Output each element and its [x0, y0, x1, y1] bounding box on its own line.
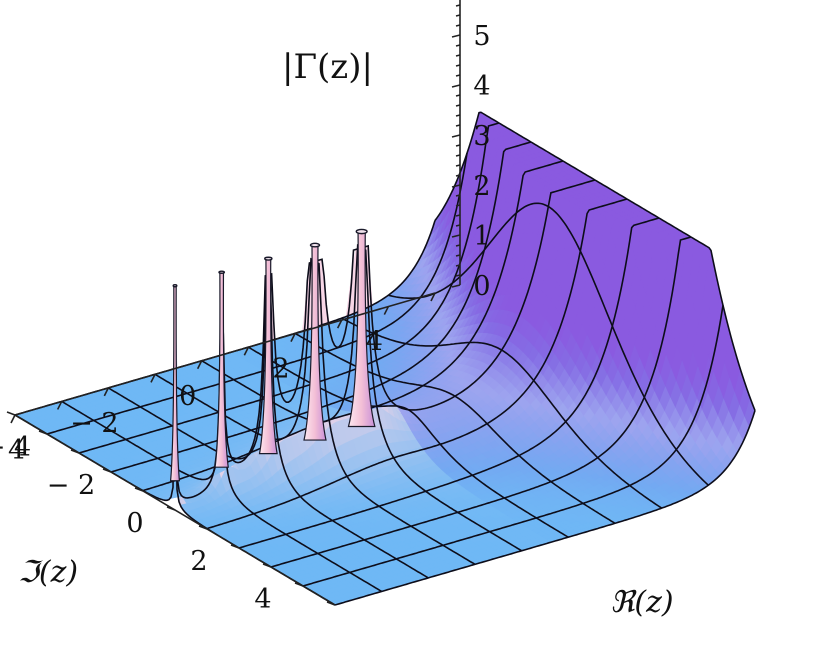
z-axis-minor-tick: [455, 254, 461, 257]
z-axis-minor-tick: [455, 14, 461, 17]
y-tick-label: 0: [126, 508, 143, 539]
pole-cap: [355, 228, 368, 235]
z-axis-minor-tick: [455, 44, 461, 47]
z-axis-minor-tick: [455, 194, 461, 197]
z-tick-label: 2: [473, 171, 490, 202]
z-axis-minor-tick: [455, 164, 461, 167]
chart-title: |Γ(z)|: [282, 47, 373, 87]
z-axis-minor-tick: [455, 24, 461, 27]
z-axis-minor-tick: [455, 4, 461, 7]
z-tick-label: 3: [473, 121, 490, 152]
x-tick-label: 0: [179, 381, 196, 412]
z-tick-label: 5: [473, 21, 490, 52]
z-axis-tick: [451, 134, 461, 138]
z-axis-minor-tick: [455, 224, 461, 227]
z-axis-minor-tick: [455, 104, 461, 107]
z-axis-minor-tick: [455, 264, 461, 267]
x-axis-title: ℜ(z): [610, 585, 674, 620]
pole-cap: [264, 256, 273, 261]
z-axis-minor-tick: [455, 124, 461, 127]
pole-cap: [218, 270, 226, 274]
x-tick-label: 4: [366, 327, 383, 358]
z-axis-minor-tick: [455, 154, 461, 157]
z-axis-minor-tick: [455, 144, 461, 147]
z-axis-minor-tick: [455, 274, 461, 277]
pole-cap: [309, 242, 321, 248]
z-axis-minor-tick: [455, 214, 461, 217]
y-axis-tick: [6, 411, 16, 416]
z-tick-label: 6: [473, 0, 490, 2]
z-tick-label: 0: [473, 271, 490, 302]
z-axis-minor-tick: [455, 174, 461, 177]
z-axis-tick: [451, 84, 461, 88]
pole-cap: [172, 284, 178, 288]
z-axis-minor-tick: [455, 114, 461, 117]
z-axis-minor-tick: [455, 64, 461, 67]
z-tick-label: 1: [473, 221, 490, 252]
x-axis-tick: [10, 414, 16, 424]
y-tick-label: − 2: [47, 470, 95, 501]
z-axis-minor-tick: [455, 74, 461, 77]
z-axis-minor-tick: [455, 204, 461, 207]
z-tick-label: 4: [473, 71, 490, 102]
y-tick-label: − 4: [0, 432, 31, 463]
y-tick-label: 4: [254, 584, 271, 615]
z-axis-minor-tick: [455, 54, 461, 57]
surface-layer: [14, 111, 756, 606]
z-axis-minor-tick: [455, 244, 461, 247]
y-tick-label: 2: [190, 546, 207, 577]
x-tick-label: 2: [272, 354, 289, 385]
z-axis-tick: [451, 34, 461, 38]
y-axis-title: ℑ(z): [18, 555, 78, 590]
x-tick-label: − 2: [70, 408, 118, 439]
z-axis-minor-tick: [455, 94, 461, 97]
